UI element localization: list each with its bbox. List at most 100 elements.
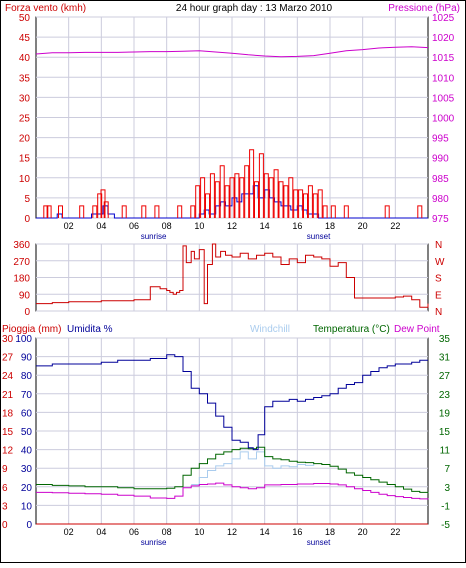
gust-bar	[322, 205, 328, 218]
sunrise-label-bottom: sunrise	[141, 538, 167, 547]
direction-y-tick-label: 270	[13, 257, 30, 268]
pressure-y-tick-label: 1015	[432, 53, 455, 64]
pressure-y-tick-label: 990	[432, 154, 449, 165]
gust-bar	[283, 185, 289, 218]
gust-bar	[234, 173, 240, 218]
temperature-y-tick-label: -5	[441, 520, 450, 531]
gust-bar	[249, 149, 255, 218]
temp-x-tick-label: 16	[292, 527, 302, 537]
temperature-y-tick-label: 3	[444, 483, 450, 494]
temperature-y-tick-label: 15	[439, 427, 451, 438]
temp-x-tick-label: 14	[260, 527, 270, 537]
rain-y-tick-label: 0	[2, 520, 8, 531]
temperature-y-tick-label: 19	[439, 408, 451, 419]
gust-bar	[244, 165, 250, 218]
gust-bar	[239, 177, 245, 218]
gust-bar	[154, 205, 160, 218]
chart-title: 24 hour graph day : 13 Marzo 2010	[176, 3, 333, 14]
wind-y-tick-label: 45	[19, 33, 31, 44]
wind-y-tick-label: 20	[19, 134, 31, 145]
pressure-y-tick-label: 1025	[432, 13, 455, 24]
temperature-y-tick-label: 23	[439, 390, 451, 401]
temperature-y-tick-label: -1	[441, 501, 450, 512]
gust-bar	[384, 205, 390, 218]
sunset-label: sunset	[307, 232, 331, 241]
wind-y-tick-label: 0	[24, 214, 30, 225]
pressure-y-tick-label: 975	[432, 214, 449, 225]
humidity-y-tick-label: 0	[26, 520, 32, 531]
windchill-axis-label: Windchill	[250, 324, 290, 335]
gust-bar	[268, 177, 274, 218]
wind-x-tick-label: 12	[227, 221, 237, 231]
humidity-line	[36, 354, 428, 451]
gust-bar	[200, 177, 206, 218]
gust-bar	[417, 205, 423, 218]
rain-y-tick-label: 21	[2, 390, 14, 401]
humidity-y-tick-label: 80	[21, 371, 33, 382]
rain-y-tick-label: 15	[2, 427, 14, 438]
humidity-y-tick-label: 40	[21, 446, 33, 457]
temperature-y-tick-label: 35	[439, 334, 451, 345]
rain-y-tick-label: 9	[2, 464, 8, 475]
rain-y-tick-label: 12	[2, 446, 14, 457]
wind-x-tick-label: 02	[64, 221, 74, 231]
gust-bar	[46, 205, 52, 218]
gust-bar	[100, 189, 106, 218]
wind-y-tick-label: 5	[24, 194, 30, 205]
direction-y-tick-label: 90	[19, 290, 31, 301]
wind-x-tick-label: 08	[162, 221, 172, 231]
temperature-y-tick-label: 11	[440, 446, 451, 457]
wind-x-tick-label: 04	[96, 221, 106, 231]
pressure-y-tick-label: 1020	[432, 33, 455, 44]
dewpoint-line	[36, 482, 429, 500]
dewpoint-axis-label: Dew Point	[394, 324, 440, 335]
direction-y-tick-label: 180	[13, 274, 30, 285]
gust-bar	[330, 205, 336, 218]
gust-bar	[317, 189, 323, 218]
direction-y-tick-label: 0	[24, 307, 30, 318]
pressure-axis-label: Pressione (hPa)	[388, 3, 460, 14]
gust-bar	[273, 169, 279, 218]
gust-bar	[205, 193, 210, 218]
pressure-y-tick-label: 980	[432, 194, 449, 205]
wind-y-tick-label: 35	[19, 73, 31, 84]
humidity-y-tick-label: 30	[21, 464, 33, 475]
sunrise-label: sunrise	[141, 232, 167, 241]
gust-bar	[298, 189, 304, 218]
rain-y-tick-label: 27	[2, 353, 14, 364]
rain-y-tick-label: 6	[2, 483, 8, 494]
direction-compass-label: S	[435, 274, 442, 285]
gust-bar	[195, 185, 201, 218]
gust-bar	[209, 173, 215, 218]
rain-y-tick-label: 30	[2, 334, 14, 345]
windchill-line	[191, 451, 315, 485]
gust-bar	[303, 193, 308, 218]
direction-compass-label: E	[435, 290, 442, 301]
rain-axis-label: Pioggia (mm)	[2, 324, 61, 335]
gust-bar	[278, 181, 284, 218]
wind-y-tick-label: 25	[19, 114, 31, 125]
direction-compass-label: N	[435, 240, 442, 251]
pressure-y-tick-label: 1000	[432, 114, 455, 125]
gust-bar	[254, 181, 259, 218]
wind-speed-axis-label: Forza vento (kmh)	[5, 3, 86, 14]
temp-x-tick-label: 06	[129, 527, 139, 537]
sunset-label-bottom: sunset	[307, 538, 331, 547]
humidity-axis-label: Umidita %	[67, 324, 113, 335]
gust-bar	[141, 205, 147, 218]
direction-compass-label: N	[435, 307, 442, 318]
wind-y-tick-label: 40	[19, 53, 31, 64]
gust-bar	[312, 193, 318, 218]
gust-bar	[293, 189, 299, 218]
gust-bar	[288, 177, 294, 218]
gust-bar	[43, 205, 49, 218]
gust-bar	[121, 205, 127, 218]
gust-bar	[97, 193, 103, 218]
gust-bar	[307, 185, 313, 218]
wind-x-tick-label: 18	[325, 221, 335, 231]
gust-bar	[58, 205, 63, 218]
wind-x-tick-label: 10	[194, 221, 204, 231]
pressure-y-tick-label: 995	[432, 134, 449, 145]
